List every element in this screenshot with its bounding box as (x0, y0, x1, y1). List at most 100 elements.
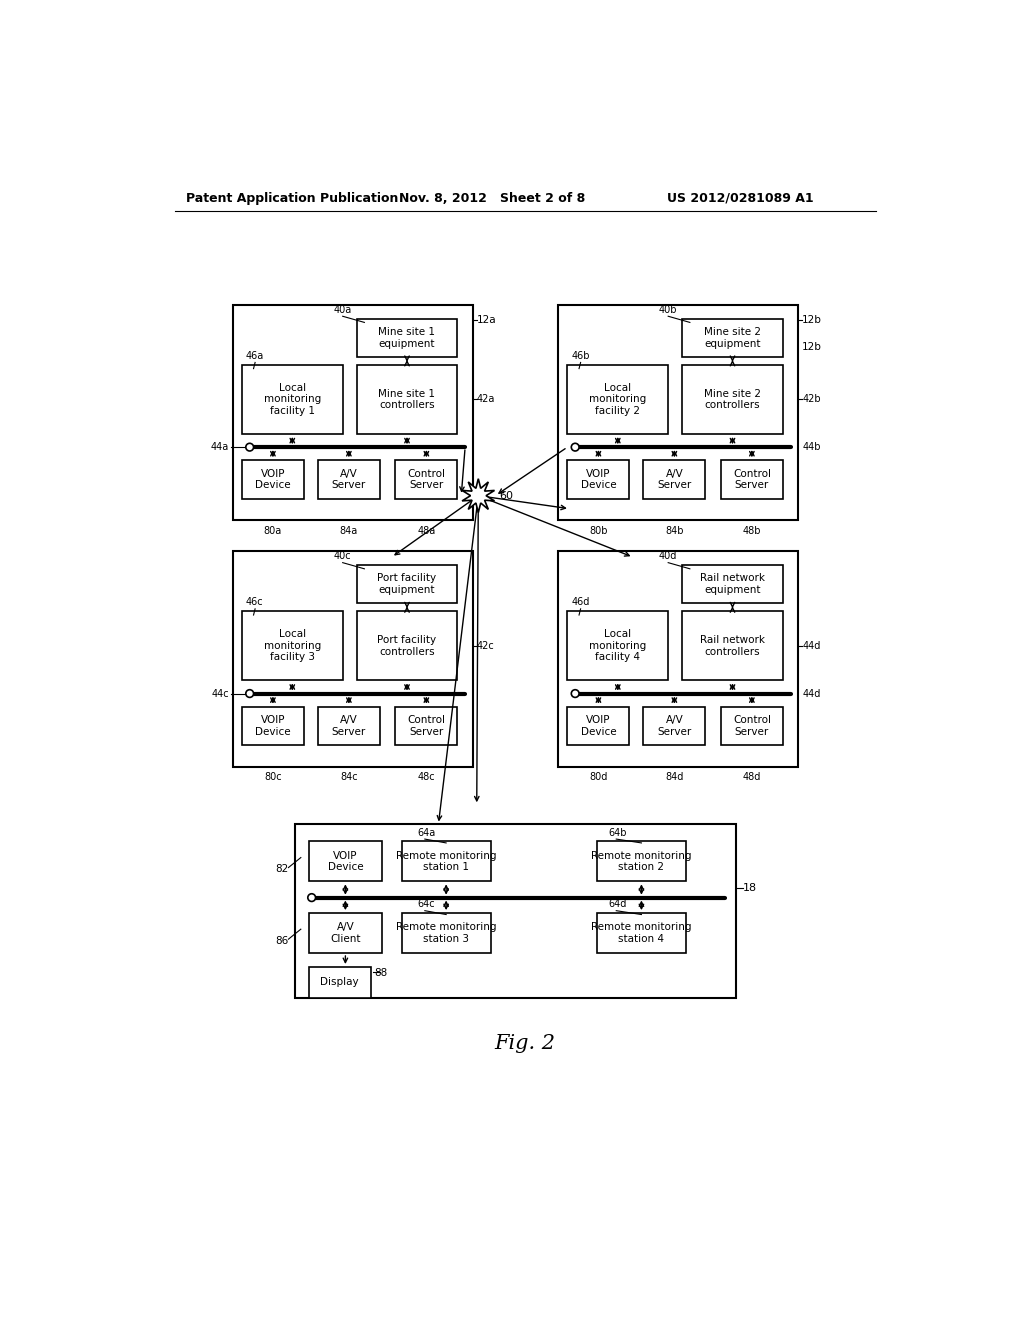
Text: 40d: 40d (658, 552, 677, 561)
Text: Remote monitoring
station 2: Remote monitoring station 2 (591, 850, 691, 873)
Text: VOIP
Device: VOIP Device (581, 469, 616, 490)
Text: Remote monitoring
station 3: Remote monitoring station 3 (396, 923, 497, 944)
Bar (567, 461, 630, 499)
Bar (721, 706, 783, 744)
Text: 44b: 44b (802, 442, 821, 453)
Text: 86: 86 (275, 936, 289, 945)
Text: Port facility
equipment: Port facility equipment (378, 573, 436, 595)
Bar (317, 461, 380, 499)
Text: 82: 82 (275, 865, 289, 874)
Text: Local
monitoring
facility 2: Local monitoring facility 2 (589, 383, 646, 416)
Text: Mine site 2
equipment: Mine site 2 equipment (705, 327, 761, 348)
Text: 48b: 48b (742, 527, 761, 536)
Text: Mine site 1
controllers: Mine site 1 controllers (379, 388, 435, 411)
Bar (308, 841, 382, 882)
Text: 64b: 64b (608, 828, 627, 838)
Text: 44d: 44d (802, 689, 820, 698)
Text: 48a: 48a (417, 527, 435, 536)
Text: Control
Server: Control Server (408, 715, 445, 737)
Bar (242, 364, 343, 434)
Bar (401, 841, 490, 882)
Text: A/V
Server: A/V Server (657, 469, 691, 490)
Bar (567, 611, 669, 681)
Text: 46b: 46b (571, 351, 590, 360)
Circle shape (246, 689, 254, 697)
Text: 88: 88 (375, 968, 388, 978)
Text: VOIP
Device: VOIP Device (255, 469, 291, 490)
Text: Display: Display (321, 977, 358, 987)
Bar (567, 706, 630, 744)
Bar (721, 461, 783, 499)
Bar (232, 552, 473, 767)
Text: 42c: 42c (477, 640, 495, 651)
Bar (295, 825, 736, 998)
Bar (643, 706, 706, 744)
Text: Remote monitoring
station 4: Remote monitoring station 4 (591, 923, 691, 944)
Bar (356, 611, 458, 681)
Text: 46d: 46d (571, 598, 590, 607)
Text: 80d: 80d (589, 772, 607, 783)
Text: 80c: 80c (264, 772, 282, 783)
Text: Port facility
controllers: Port facility controllers (378, 635, 436, 656)
Bar (682, 364, 783, 434)
Text: 64d: 64d (608, 899, 627, 909)
Bar (395, 706, 458, 744)
Text: Local
monitoring
facility 3: Local monitoring facility 3 (263, 630, 321, 663)
Text: 18: 18 (742, 883, 757, 892)
Text: 12a: 12a (477, 315, 497, 325)
Text: 60: 60 (500, 491, 513, 500)
Bar (242, 611, 343, 681)
Text: 84c: 84c (340, 772, 357, 783)
Text: 64c: 64c (417, 899, 435, 909)
Text: Control
Server: Control Server (733, 469, 771, 490)
Text: 40c: 40c (334, 552, 351, 561)
Text: 64a: 64a (417, 828, 435, 838)
Text: 84d: 84d (666, 772, 684, 783)
Bar (356, 364, 458, 434)
Text: Mine site 1
equipment: Mine site 1 equipment (379, 327, 435, 348)
Text: 48d: 48d (742, 772, 761, 783)
Text: 12b: 12b (802, 342, 822, 352)
Text: 80a: 80a (264, 527, 282, 536)
Bar (308, 966, 371, 998)
Bar (317, 706, 380, 744)
Bar (682, 611, 783, 681)
Text: VOIP
Device: VOIP Device (328, 850, 364, 873)
Bar (682, 318, 783, 358)
Text: 12b: 12b (802, 315, 822, 325)
Text: 40a: 40a (334, 305, 351, 314)
Text: VOIP
Device: VOIP Device (255, 715, 291, 737)
Text: 44c: 44c (211, 689, 228, 698)
Bar (308, 913, 382, 953)
Bar (232, 305, 473, 520)
Text: A/V
Server: A/V Server (332, 715, 366, 737)
Text: A/V
Client: A/V Client (330, 923, 360, 944)
Bar (401, 913, 490, 953)
Text: Remote monitoring
station 1: Remote monitoring station 1 (396, 850, 497, 873)
Text: Patent Application Publication: Patent Application Publication (186, 191, 398, 205)
Text: 44d: 44d (802, 640, 820, 651)
Circle shape (246, 444, 254, 451)
Text: VOIP
Device: VOIP Device (581, 715, 616, 737)
Bar (597, 913, 686, 953)
Polygon shape (462, 479, 495, 512)
Text: Control
Server: Control Server (733, 715, 771, 737)
Text: Nov. 8, 2012   Sheet 2 of 8: Nov. 8, 2012 Sheet 2 of 8 (399, 191, 586, 205)
Text: 80b: 80b (589, 527, 607, 536)
Text: 42b: 42b (802, 395, 821, 404)
Bar (682, 565, 783, 603)
Text: 48c: 48c (418, 772, 435, 783)
Text: Control
Server: Control Server (408, 469, 445, 490)
Bar (395, 461, 458, 499)
Bar (567, 364, 669, 434)
Text: 46c: 46c (246, 598, 263, 607)
Circle shape (571, 444, 579, 451)
Bar (597, 841, 686, 882)
Bar (356, 318, 458, 358)
Text: Fig. 2: Fig. 2 (495, 1035, 555, 1053)
Text: Rail network
controllers: Rail network controllers (700, 635, 765, 656)
Bar (558, 552, 799, 767)
Text: Mine site 2
controllers: Mine site 2 controllers (705, 388, 761, 411)
Text: 40b: 40b (658, 305, 677, 314)
Text: 84b: 84b (666, 527, 684, 536)
